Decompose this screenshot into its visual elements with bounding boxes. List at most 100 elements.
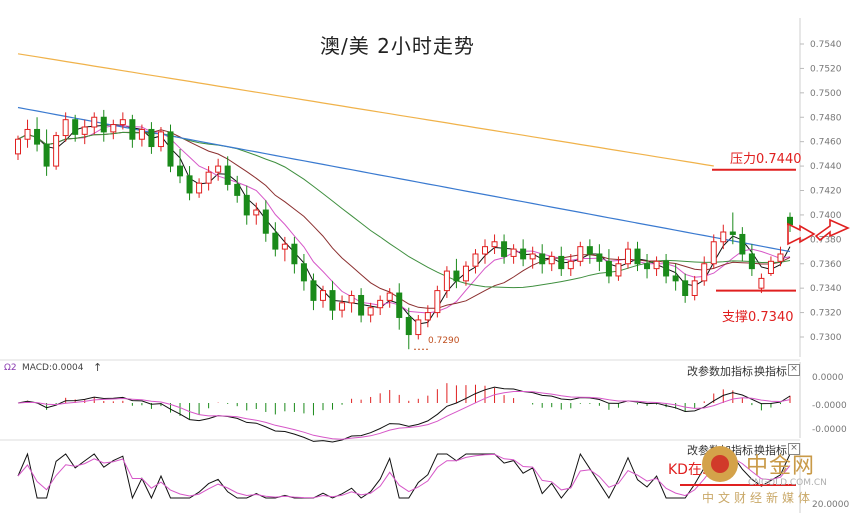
candle-body	[272, 232, 279, 250]
y-tick-label: 0.7500	[810, 89, 842, 99]
macd-add-indicator-button[interactable]: 加指标	[720, 365, 753, 378]
candle-body	[415, 319, 422, 336]
kd-switch-indicator-button[interactable]: 换指标	[754, 444, 787, 457]
candle-body	[701, 263, 708, 282]
y-tick-label: 0.7340	[810, 284, 842, 294]
watermark-url: CNGOLD.COM.CN	[748, 478, 827, 488]
candle-body	[262, 209, 269, 234]
candle-body	[596, 253, 603, 262]
candle-body	[624, 248, 631, 265]
kd-annotation: KD在5	[668, 462, 711, 478]
y-tick-label: 0.7320	[810, 309, 842, 319]
candle-body	[119, 119, 126, 126]
candle-body	[739, 233, 746, 255]
candle-body	[558, 255, 565, 270]
candle-body	[34, 128, 41, 145]
candle-body	[586, 246, 593, 255]
macd-tick-label: 0.0000	[812, 373, 844, 383]
candle-body	[691, 280, 698, 296]
candle-body	[377, 299, 384, 309]
candle-body	[205, 171, 212, 184]
y-tick-label: 0.7380	[810, 235, 842, 245]
kd-k-line	[17, 452, 791, 500]
candle-body	[129, 119, 136, 140]
macd-label: MACD:0.0004	[22, 363, 84, 373]
candle-body	[634, 248, 641, 265]
kd-tick-label: 20.0000	[812, 500, 850, 510]
candle-body	[15, 138, 21, 155]
candle-body	[663, 260, 670, 277]
candle-body	[472, 253, 479, 267]
candle-body	[234, 183, 241, 196]
candle-body	[482, 246, 489, 255]
macd-switch-indicator-button[interactable]: 换指标	[754, 365, 787, 378]
ma-line-orange	[17, 53, 714, 167]
cngold-logo-icon	[702, 446, 738, 482]
candle-body	[491, 241, 498, 248]
candle-body	[291, 243, 298, 265]
candle-body	[300, 263, 307, 282]
candle-body	[339, 302, 346, 311]
candle-body	[748, 253, 755, 270]
candle-body	[567, 260, 574, 270]
candle-body	[358, 294, 365, 316]
candle-body	[348, 294, 355, 304]
candle-body	[224, 165, 231, 185]
candle-body	[729, 231, 736, 235]
candle-body	[367, 307, 374, 316]
candle-body	[167, 131, 174, 167]
macd-legend-prefix: Ω2	[4, 363, 17, 373]
candle-body	[310, 280, 317, 301]
candle-body	[405, 316, 412, 336]
macd-close-icon[interactable]: ×	[788, 364, 800, 376]
candle-body	[548, 255, 555, 265]
candle-body	[91, 116, 98, 128]
candle-body	[196, 182, 203, 194]
candle-body	[443, 270, 450, 292]
macd-tick-label: -0.0000	[812, 401, 847, 411]
candle-body	[777, 253, 784, 262]
candle-body	[710, 241, 717, 265]
support-label: 支撑0.7340	[722, 310, 794, 325]
candle-body	[653, 260, 660, 270]
y-tick-label: 0.7540	[810, 40, 842, 50]
trend-arrow-icon	[787, 218, 850, 246]
candle-body	[501, 241, 508, 257]
candle-body	[529, 253, 536, 260]
low-price-label: 0.7290	[428, 336, 460, 346]
candle-body	[767, 260, 774, 275]
candle-body	[319, 290, 326, 301]
candle-body	[386, 292, 393, 301]
y-tick-label: 0.7440	[810, 162, 842, 172]
candle-body	[243, 194, 250, 216]
candle-body	[138, 128, 145, 140]
candle-body	[453, 270, 460, 282]
y-tick-label: 0.7420	[810, 187, 842, 197]
candle-body	[424, 312, 431, 321]
ma-line-brown	[17, 129, 791, 309]
candle-body	[72, 119, 79, 135]
y-tick-label: 0.7460	[810, 138, 842, 148]
candle-body	[577, 246, 584, 262]
ma-line-black	[17, 124, 791, 325]
candle-body	[682, 280, 689, 296]
candle-body	[644, 263, 651, 270]
candle-body	[157, 131, 164, 148]
candle-body	[43, 143, 50, 167]
resistance-label: 压力0.7440	[730, 152, 802, 167]
y-tick-label: 0.7480	[810, 113, 842, 123]
candle-body	[110, 124, 117, 133]
candle-body	[281, 243, 288, 250]
kd-d-line	[17, 453, 791, 499]
candle-body	[329, 290, 336, 311]
candle-body	[24, 128, 31, 140]
ma-line-green	[17, 131, 791, 289]
candle-body	[53, 135, 60, 167]
macd-edit-params-button[interactable]: 改参数	[687, 365, 720, 378]
kd-close-icon[interactable]: ×	[788, 443, 800, 455]
candle-body	[253, 209, 260, 216]
candle-body	[672, 275, 679, 282]
candle-body	[434, 290, 441, 314]
y-tick-label: 0.7300	[810, 333, 842, 343]
candle-body	[100, 116, 107, 133]
